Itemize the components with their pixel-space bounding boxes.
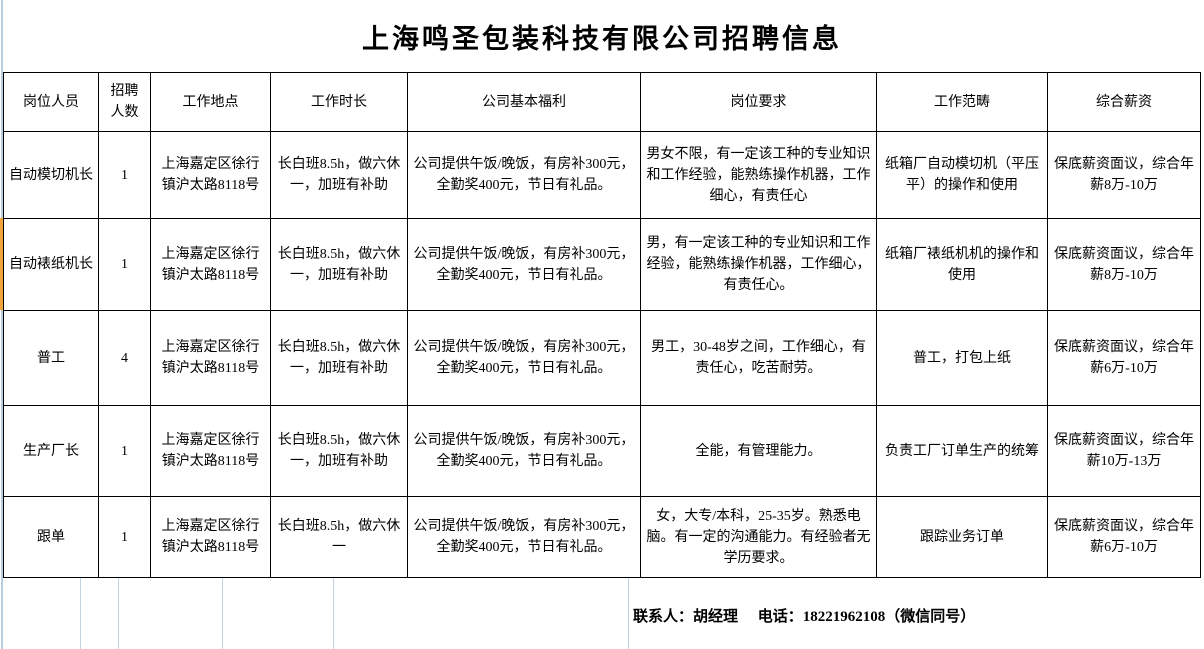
cell-scope: 纸箱厂裱纸机机的操作和使用 (876, 218, 1048, 311)
cell-scope: 跟踪业务订单 (876, 496, 1048, 578)
cell-count: 1 (98, 405, 151, 497)
cell-benefits: 公司提供午饭/晚饭，有房补300元，全勤奖400元，节日有礼品。 (407, 310, 641, 406)
table-header-row: 岗位人员 招聘人数 工作地点 工作时长 公司基本福利 岗位要求 工作范畴 综合薪… (3, 72, 1201, 132)
table-row: 普工 4 上海嘉定区徐行镇沪太路8118号 长白班8.5h，做六休一，加班有补助… (3, 310, 1201, 406)
cell-benefits: 公司提供午饭/晚饭，有房补300元，全勤奖400元，节日有礼品。 (407, 218, 641, 311)
cell-scope: 纸箱厂自动模切机（平压平）的操作和使用 (876, 131, 1048, 219)
cell-salary: 保底薪资面议，综合年薪6万-10万 (1047, 496, 1201, 578)
contact-phone: 电话：18221962108（微信同号） (757, 609, 976, 625)
cell-hours: 长白班8.5h，做六休一，加班有补助 (270, 310, 408, 406)
cell-hours: 长白班8.5h，做六休一，加班有补助 (270, 405, 408, 497)
cell-benefits: 公司提供午饭/晚饭，有房补300元，全勤奖400元，节日有礼品。 (407, 405, 641, 497)
table-row: 自动裱纸机长 1 上海嘉定区徐行镇沪太路8118号 长白班8.5h，做六休一，加… (3, 218, 1201, 311)
page-title: 上海鸣圣包装科技有限公司招聘信息 (362, 24, 842, 54)
cell-location: 上海嘉定区徐行镇沪太路8118号 (150, 405, 271, 497)
contact-person: 联系人：胡经理 (633, 609, 739, 625)
cell-requirements: 男，有一定该工种的专业知识和工作经验，能熟练操作机器，工作细心，有责任心。 (640, 218, 877, 311)
recruitment-table: 岗位人员 招聘人数 工作地点 工作时长 公司基本福利 岗位要求 工作范畴 综合薪… (3, 72, 1201, 578)
cell-salary: 保底薪资面议，综合年薪10万-13万 (1047, 405, 1201, 497)
sheet-gridline-bottom (333, 578, 334, 649)
cell-hours: 长白班8.5h，做六休一，加班有补助 (270, 218, 408, 311)
header-cell-salary: 综合薪资 (1047, 72, 1201, 132)
cell-requirements: 男女不限，有一定该工种的专业知识和工作经验，能熟练操作机器，工作细心，有责任心 (640, 131, 877, 219)
cell-count: 1 (98, 218, 151, 311)
header-cell-scope: 工作范畴 (876, 72, 1048, 132)
cell-benefits: 公司提供午饭/晚饭，有房补300元，全勤奖400元，节日有礼品。 (407, 496, 641, 578)
cell-location: 上海嘉定区徐行镇沪太路8118号 (150, 310, 271, 406)
sheet-gridline-bottom (80, 578, 81, 649)
contact-line: 联系人：胡经理 电话：18221962108（微信同号） (633, 604, 975, 630)
cell-count: 1 (98, 496, 151, 578)
header-cell-location: 工作地点 (150, 72, 271, 132)
header-cell-count: 招聘人数 (98, 72, 151, 132)
cell-scope: 负责工厂订单生产的统筹 (876, 405, 1048, 497)
cell-salary: 保底薪资面议，综合年薪6万-10万 (1047, 310, 1201, 406)
sheet-gridline-bottom (628, 578, 629, 649)
cell-position: 自动裱纸机长 (3, 218, 99, 311)
cell-location: 上海嘉定区徐行镇沪太路8118号 (150, 496, 271, 578)
cell-count: 1 (98, 131, 151, 219)
cell-position: 跟单 (3, 496, 99, 578)
header-cell-requirements: 岗位要求 (640, 72, 877, 132)
cell-position: 生产厂长 (3, 405, 99, 497)
header-cell-position: 岗位人员 (3, 72, 99, 132)
row-highlight-orange (0, 218, 4, 310)
table-row: 生产厂长 1 上海嘉定区徐行镇沪太路8118号 长白班8.5h，做六休一，加班有… (3, 405, 1201, 497)
cell-hours: 长白班8.5h，做六休一 (270, 496, 408, 578)
cell-location: 上海嘉定区徐行镇沪太路8118号 (150, 218, 271, 311)
header-cell-hours: 工作时长 (270, 72, 408, 132)
cell-requirements: 全能，有管理能力。 (640, 405, 877, 497)
sheet-gridline-bottom (222, 578, 223, 649)
cell-salary: 保底薪资面议，综合年薪8万-10万 (1047, 218, 1201, 311)
cell-salary: 保底薪资面议，综合年薪8万-10万 (1047, 131, 1201, 219)
header-cell-benefits: 公司基本福利 (407, 72, 641, 132)
cell-requirements: 女，大专/本科，25-35岁。熟悉电脑。有一定的沟通能力。有经验者无学历要求。 (640, 496, 877, 578)
cell-requirements: 男工，30-48岁之间，工作细心，有责任心，吃苦耐劳。 (640, 310, 877, 406)
cell-hours: 长白班8.5h，做六休一，加班有补助 (270, 131, 408, 219)
cell-location: 上海嘉定区徐行镇沪太路8118号 (150, 131, 271, 219)
cell-position: 普工 (3, 310, 99, 406)
sheet-gridline-bottom (118, 578, 119, 649)
table-row: 跟单 1 上海嘉定区徐行镇沪太路8118号 长白班8.5h，做六休一 公司提供午… (3, 496, 1201, 578)
cell-scope: 普工，打包上纸 (876, 310, 1048, 406)
cell-benefits: 公司提供午饭/晚饭，有房补300元，全勤奖400元，节日有礼品。 (407, 131, 641, 219)
cell-count: 4 (98, 310, 151, 406)
sheet-gridline-left (1, 0, 3, 649)
table-row: 自动模切机长 1 上海嘉定区徐行镇沪太路8118号 长白班8.5h，做六休一，加… (3, 131, 1201, 219)
cell-position: 自动模切机长 (3, 131, 99, 219)
